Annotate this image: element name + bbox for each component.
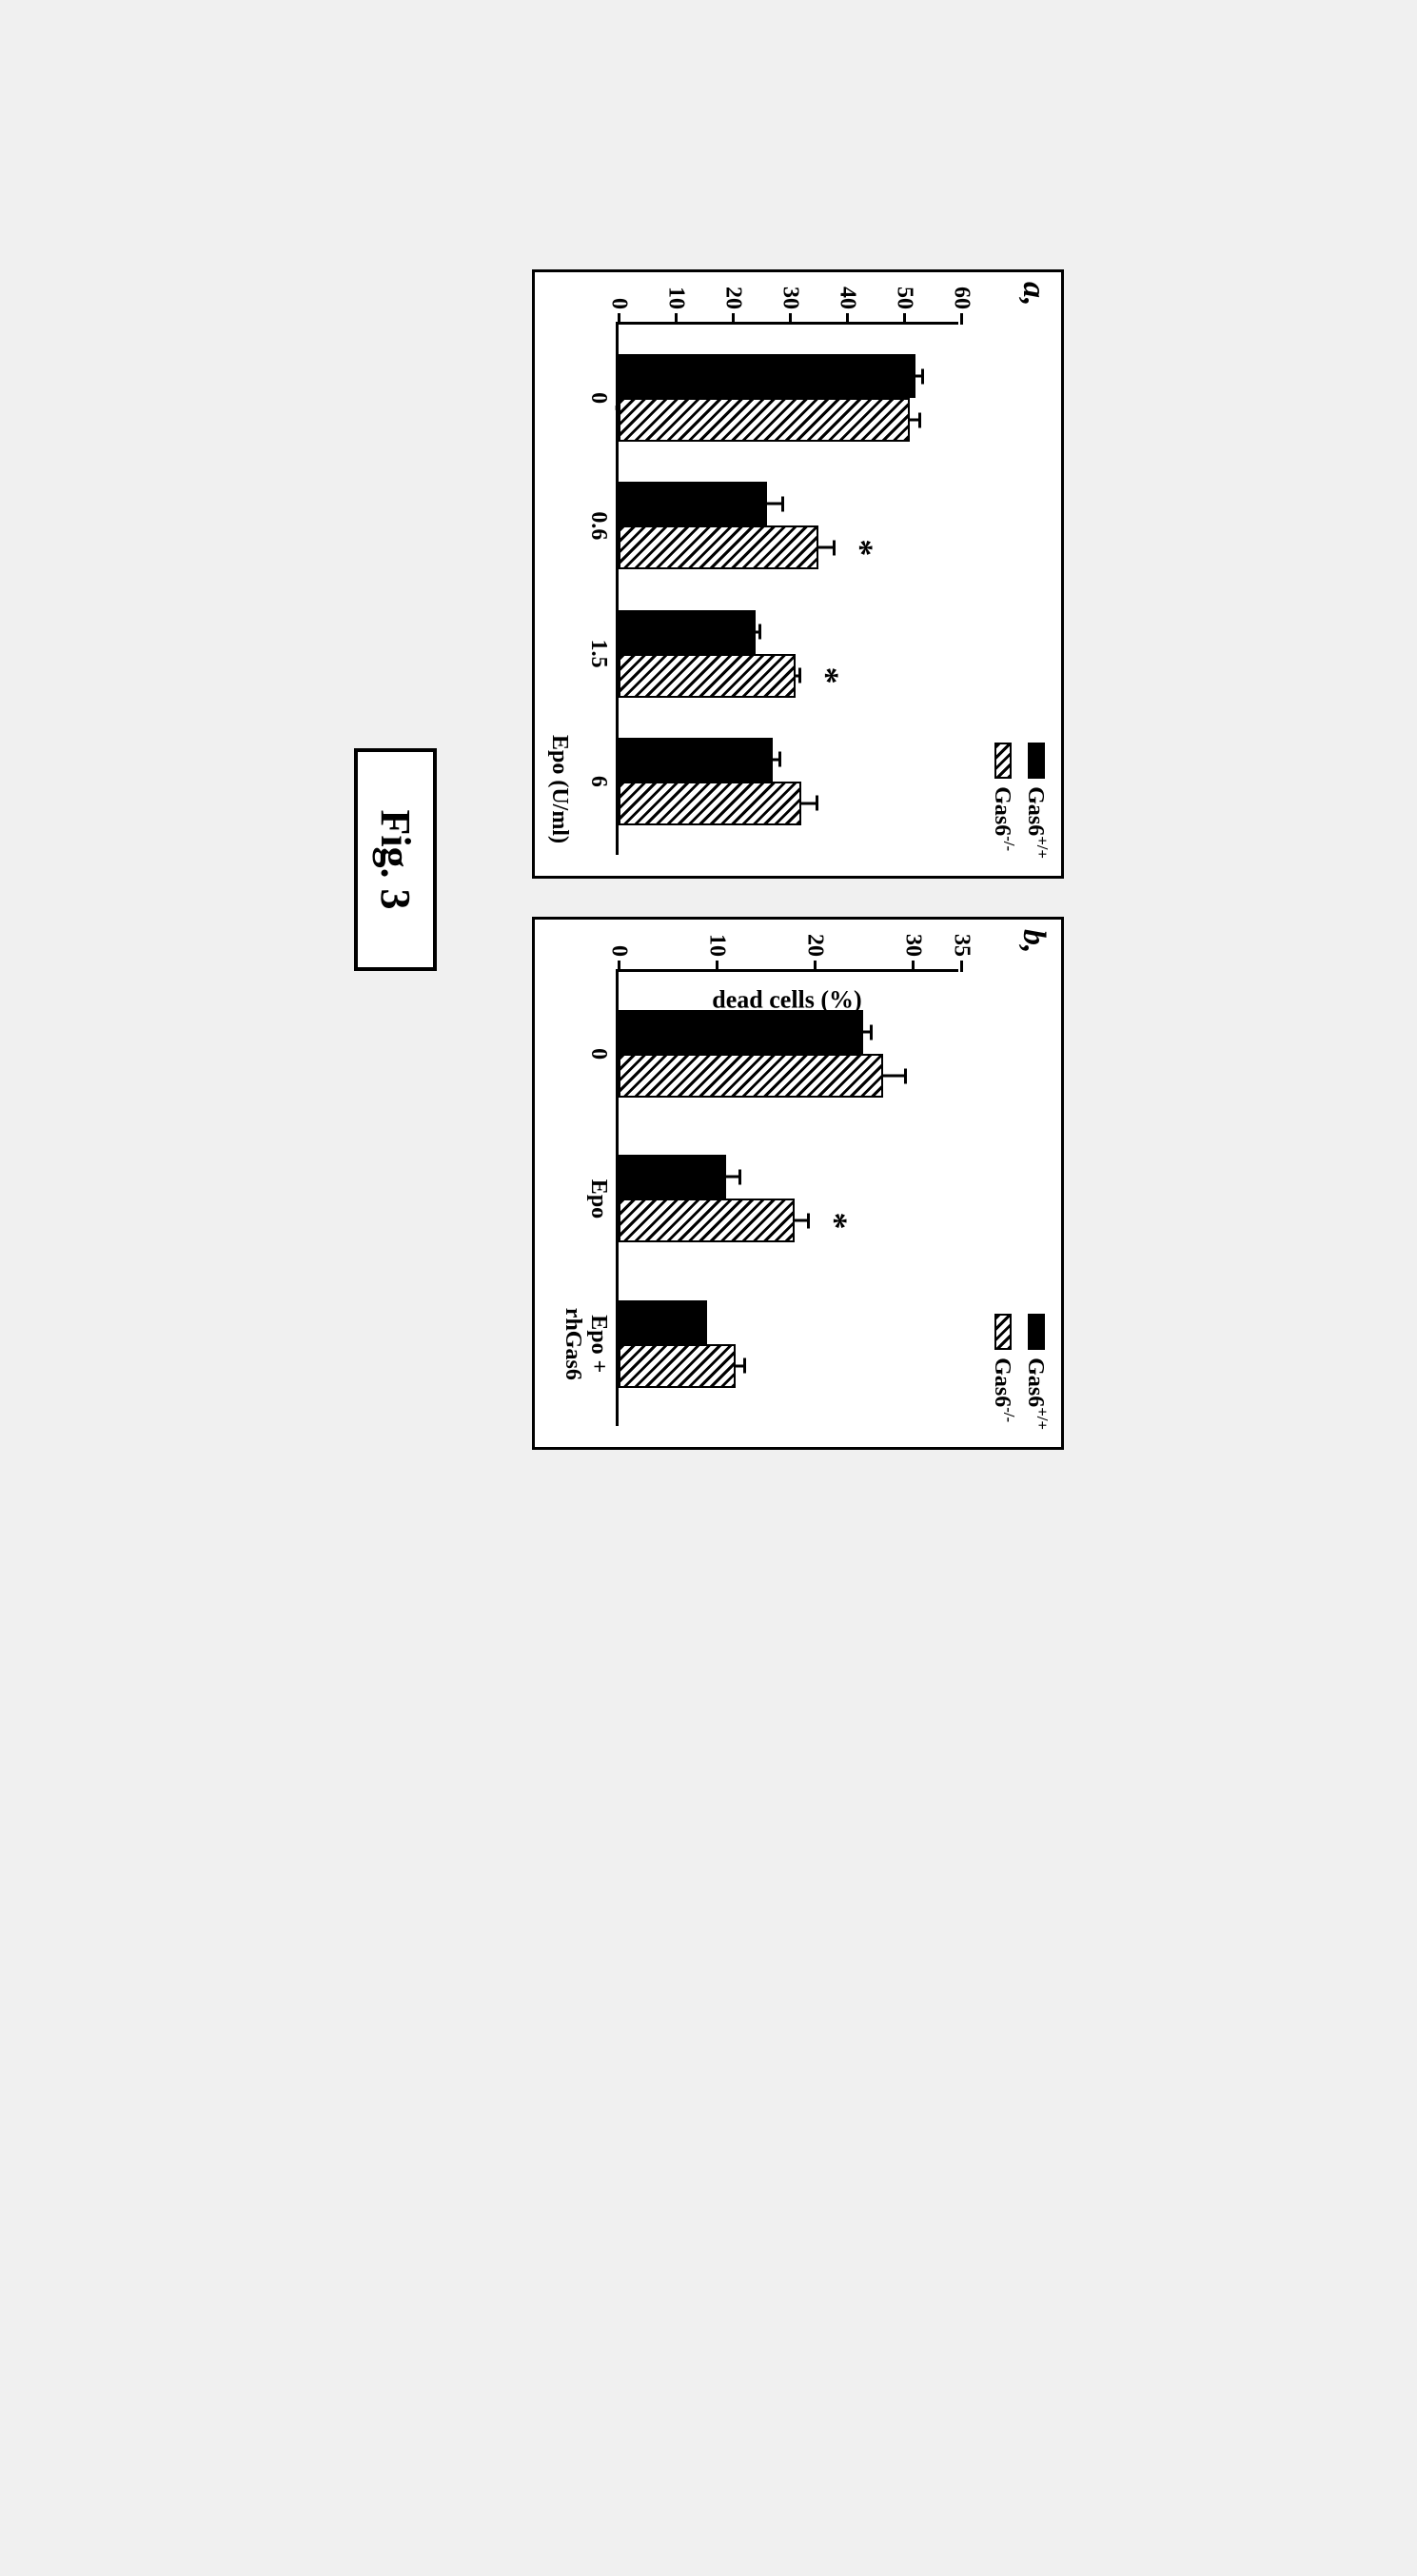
y-tick [960, 961, 963, 972]
bar-group: *Epo [619, 1155, 795, 1242]
panel-a-legend: Gas6+/+ Gas6-/- [985, 743, 1052, 859]
legend-label-wt: Gas6+/+ [1022, 1357, 1052, 1430]
panel-b-label: b, [1015, 929, 1052, 954]
bar-group: 0 [619, 1010, 883, 1098]
bar-wt [619, 354, 915, 398]
error-bar [734, 1364, 743, 1367]
bar-group: 6 [619, 738, 801, 825]
error-bar [754, 630, 759, 633]
y-tick-label: 50 [891, 287, 916, 309]
x-tick-label: Epo [585, 1179, 611, 1219]
y-tick [813, 961, 816, 972]
y-tick-label: 30 [899, 934, 925, 957]
y-tick-label: 0 [605, 298, 631, 309]
y-tick-label: 35 [948, 934, 974, 957]
y-tick [960, 313, 963, 325]
y-tick-label: 30 [777, 287, 802, 309]
legend-item-ko: Gas6-/- [989, 743, 1018, 859]
legend-swatch-solid [1028, 743, 1045, 779]
panel-b: b, Gas6+/+ Gas6-/- dead cells (%) 0*EpoE… [532, 917, 1064, 1450]
legend-label-ko: Gas6-/- [989, 786, 1018, 851]
legend-label-wt: Gas6+/+ [1022, 786, 1052, 859]
error-bar [861, 1031, 871, 1034]
significance-star: * [815, 1212, 855, 1229]
figure-container: a, Gas6+/+ Gas6-/- TUNEL-positive cells … [354, 269, 1064, 1450]
panel-a-x-label: Epo (U/ml) [546, 322, 572, 855]
x-tick-label: 0 [585, 1048, 611, 1060]
significance-star: * [841, 539, 881, 556]
bar-ko [619, 525, 818, 569]
bar-ko [619, 1054, 883, 1098]
bar-group: *0.6 [619, 482, 818, 569]
error-bar [793, 1219, 807, 1222]
y-tick-label: 10 [703, 934, 729, 957]
bar-ko [619, 782, 801, 825]
legend-item-wt: Gas6+/+ [1022, 1314, 1052, 1430]
legend-label-ko: Gas6-/- [989, 1357, 1018, 1422]
panel-a-chart-area: TUNEL-positive cells (%) 0*0.6*1.56 0102… [546, 322, 958, 855]
bar-wt [619, 1010, 863, 1054]
legend-item-wt: Gas6+/+ [1022, 743, 1052, 859]
panel-b-legend: Gas6+/+ Gas6-/- [985, 1314, 1052, 1430]
y-tick [846, 313, 849, 325]
legend-swatch-hatch [994, 1314, 1012, 1350]
y-tick-label: 40 [834, 287, 859, 309]
bar-wt [619, 1300, 707, 1344]
error-bar [880, 1075, 905, 1078]
legend-swatch-solid [1028, 1314, 1045, 1350]
bar-group: Epo +rhGas6 [619, 1300, 736, 1388]
bar-ko [619, 1199, 795, 1242]
error-bar [794, 674, 799, 677]
y-tick-label: 10 [662, 287, 688, 309]
y-tick [618, 313, 620, 325]
bar-wt [619, 1155, 726, 1199]
legend-swatch-hatch [994, 743, 1012, 779]
bar-ko [619, 1344, 736, 1388]
panel-b-plot: 0*EpoEpo +rhGas6 010203035 [616, 969, 958, 1426]
y-tick-label: 20 [719, 287, 745, 309]
y-tick-label: 60 [948, 287, 974, 309]
y-tick [732, 313, 735, 325]
panel-b-chart-area: dead cells (%) 0*EpoEpo +rhGas6 01020303… [616, 969, 958, 1426]
bar-ko [619, 654, 796, 698]
panel-a-label: a, [1015, 282, 1052, 307]
x-tick-label: 6 [585, 776, 611, 787]
error-bar [724, 1176, 738, 1179]
bar-wt [619, 482, 767, 525]
error-bar [817, 546, 834, 549]
bar-ko [619, 398, 910, 442]
y-tick [911, 961, 914, 972]
x-tick-label: Epo +rhGas6 [560, 1308, 611, 1380]
y-tick [618, 961, 620, 972]
y-tick [903, 313, 906, 325]
error-bar [765, 503, 782, 505]
y-tick [675, 313, 678, 325]
panel-a-plot: 0*0.6*1.56 0102030405060 [616, 322, 958, 855]
bar-wt [619, 610, 756, 654]
error-bar [908, 419, 919, 422]
y-tick-label: 20 [801, 934, 827, 957]
panel-b-bars: 0 *Epo Epo +rhGas6 [619, 972, 958, 1426]
panel-a: a, Gas6+/+ Gas6-/- TUNEL-positive cells … [532, 269, 1064, 879]
panel-a-bars: 0 *0.6 *1.5 6 [619, 325, 958, 855]
x-tick-label: 1.5 [585, 640, 611, 668]
x-tick-label: 0 [585, 392, 611, 404]
panels-row: a, Gas6+/+ Gas6-/- TUNEL-positive cells … [532, 269, 1064, 1450]
bar-group: *1.5 [619, 610, 796, 698]
legend-item-ko: Gas6-/- [989, 1314, 1018, 1430]
significance-star: * [807, 667, 847, 684]
y-tick-label: 0 [605, 945, 631, 957]
x-tick-label: 0.6 [585, 511, 611, 540]
error-bar [799, 802, 817, 804]
error-bar [771, 758, 779, 761]
figure-caption: Fig. 3 [354, 748, 437, 970]
y-tick [715, 961, 718, 972]
bar-group: 0 [619, 354, 915, 442]
y-tick [789, 313, 792, 325]
bar-wt [619, 738, 773, 782]
error-bar [914, 375, 922, 378]
